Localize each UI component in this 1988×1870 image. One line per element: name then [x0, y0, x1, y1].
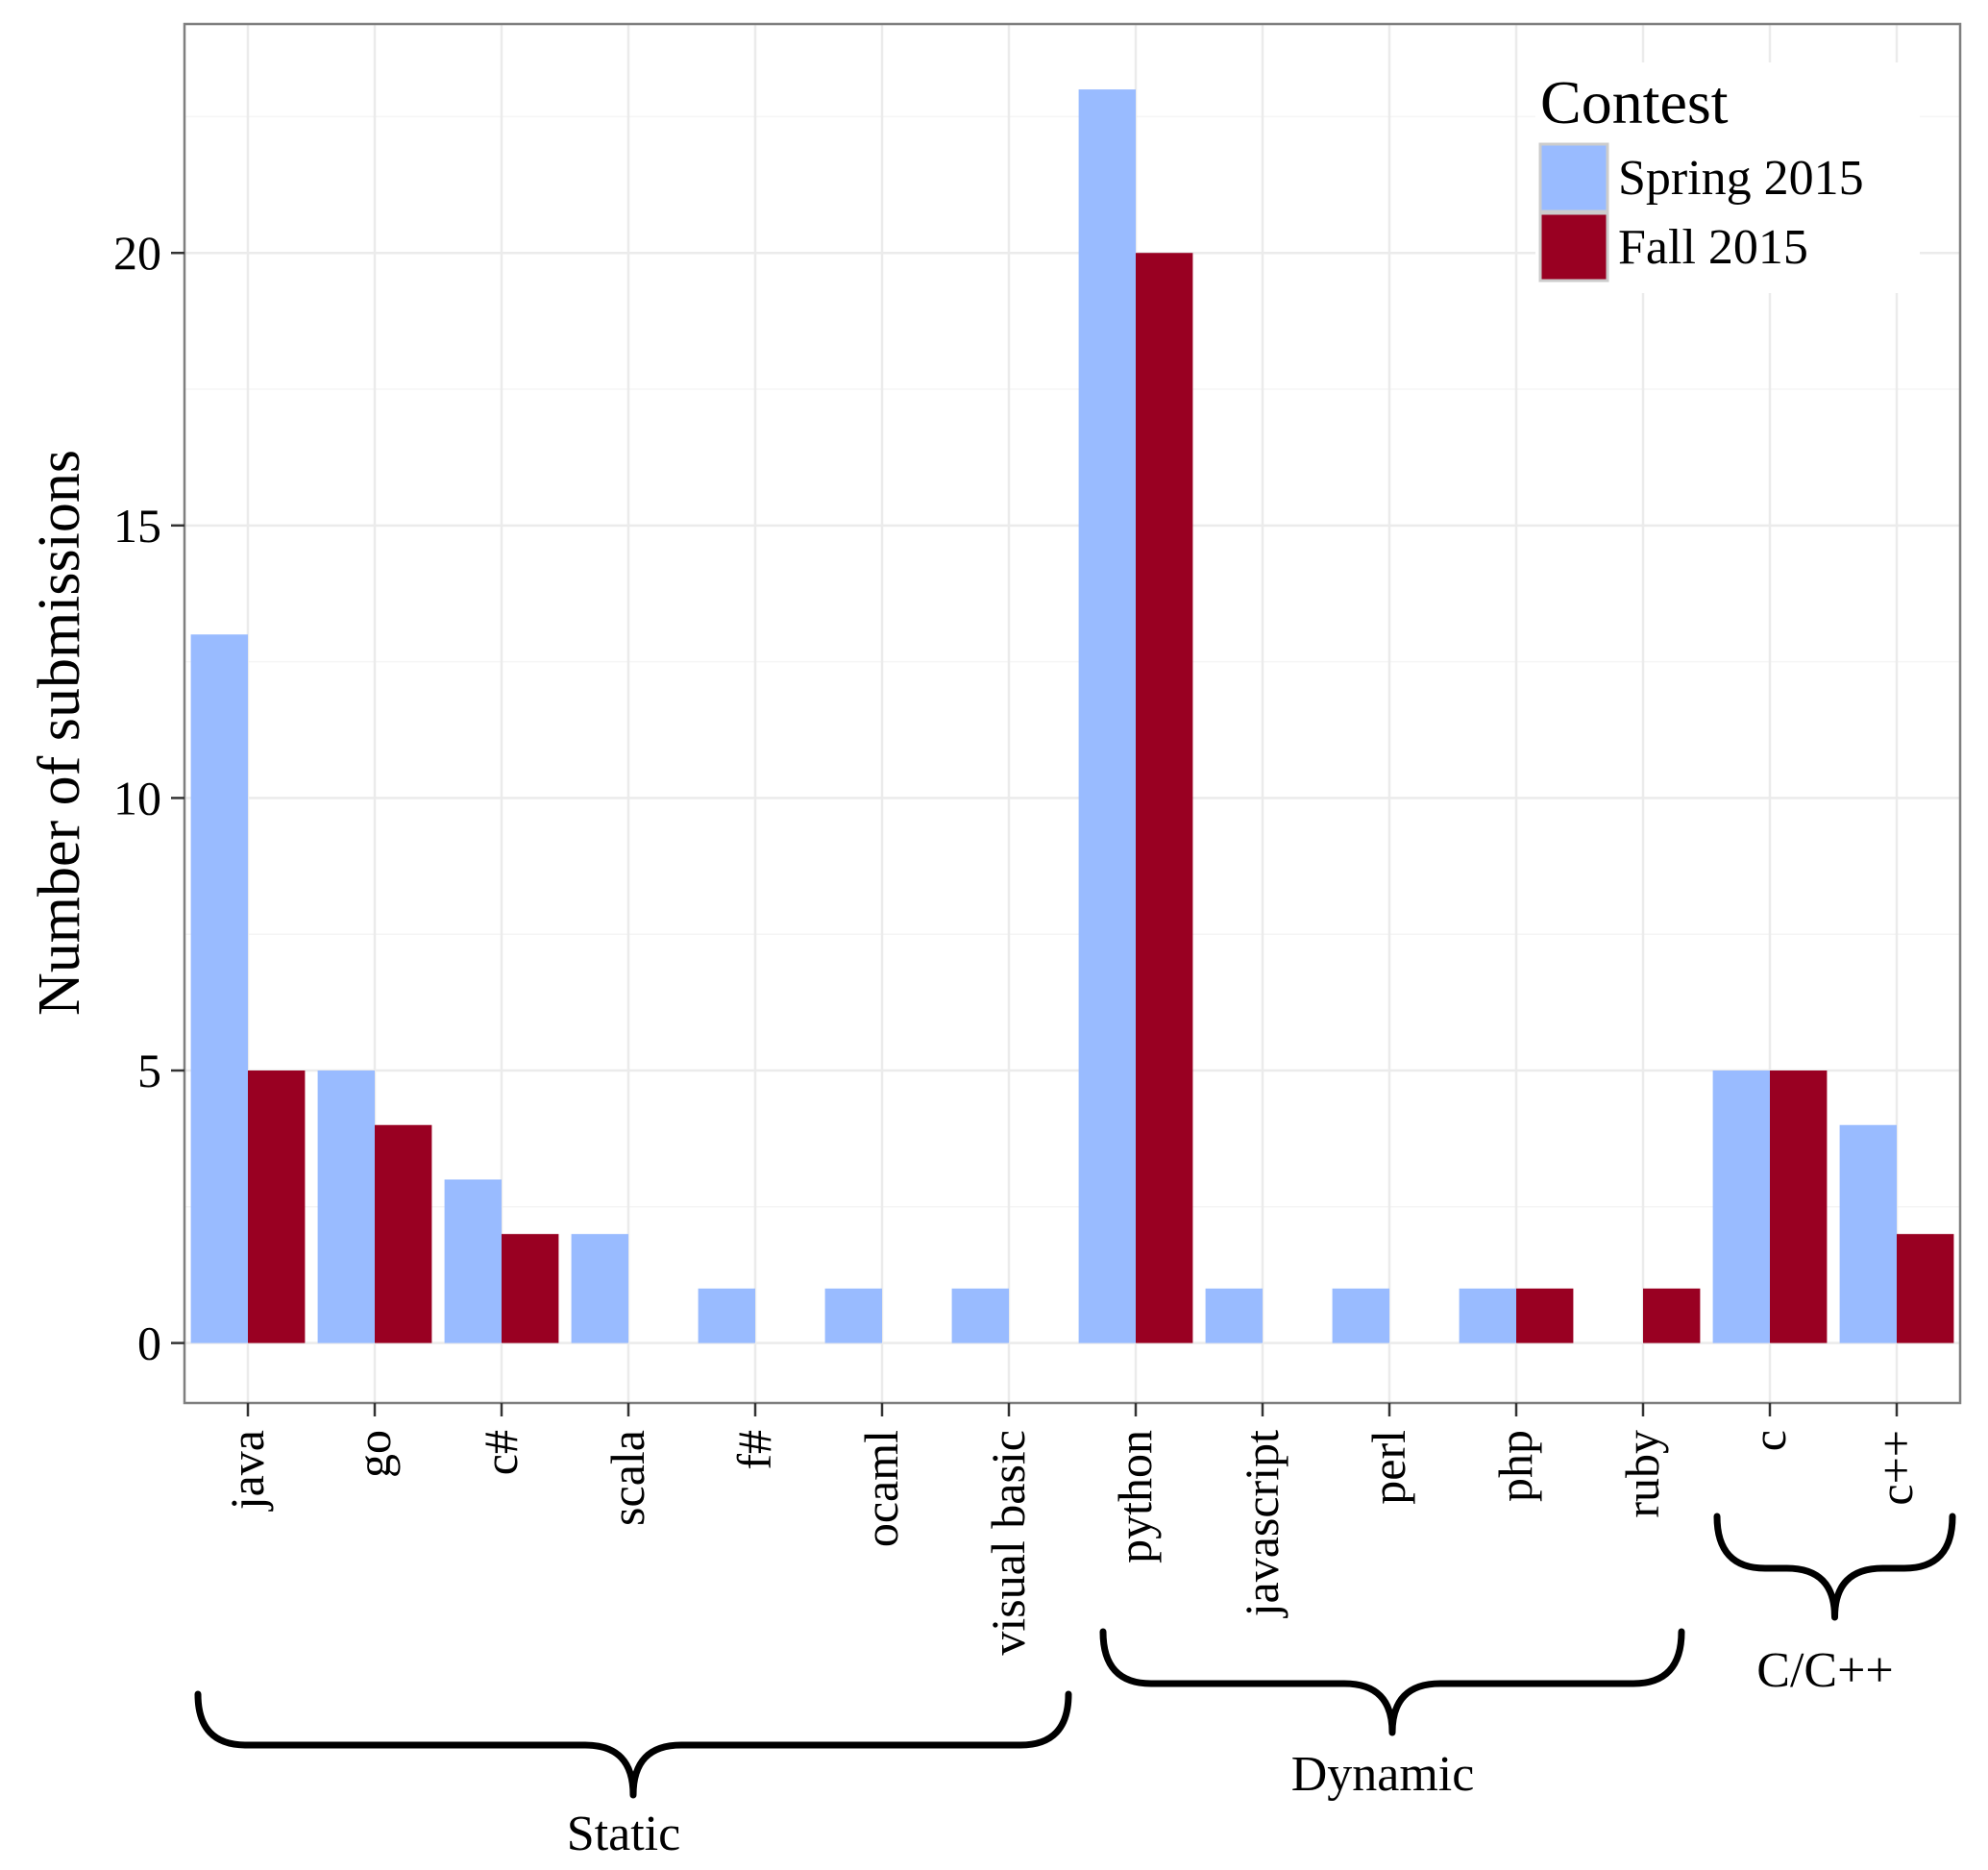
x-tick-label: c#: [474, 1430, 528, 1475]
bar-spring-python: [1078, 89, 1136, 1343]
y-tick-label: 15: [113, 499, 161, 553]
y-tick-label: 5: [137, 1044, 161, 1097]
bar-fall-go: [375, 1124, 432, 1343]
x-axis: java go c# scala f# ocaml visual basic python ja…: [220, 1403, 1923, 1656]
x-tick-label: ruby: [1615, 1430, 1669, 1518]
bar-spring-php: [1459, 1288, 1516, 1343]
bar-spring-perl: [1332, 1288, 1389, 1343]
x-tick-label: javascript: [1235, 1430, 1289, 1618]
brace-dynamic: [1099, 1628, 1685, 1736]
x-tick-label: visual basic: [981, 1430, 1035, 1656]
bar-fall-c-: [1897, 1234, 1954, 1343]
category-group-braces: Static Dynamic C/C++: [194, 1513, 1956, 1861]
x-tick-label: python: [1108, 1430, 1162, 1563]
bar-spring-scala: [571, 1234, 628, 1343]
x-tick-label: perl: [1362, 1430, 1415, 1505]
x-tick-label: scala: [601, 1430, 654, 1526]
bar-fall-php: [1516, 1288, 1574, 1343]
y-tick-label: 0: [137, 1316, 161, 1370]
legend-title: Contest: [1540, 68, 1729, 136]
bar-spring-f-: [698, 1288, 755, 1343]
bar-spring-visual-basic: [951, 1288, 1009, 1343]
y-tick-label: 20: [113, 226, 161, 280]
brace-static: [194, 1690, 1072, 1799]
group-label: C/C++: [1756, 1643, 1893, 1698]
x-tick-label: ocaml: [854, 1430, 908, 1547]
group-label: Dynamic: [1291, 1747, 1475, 1802]
legend: Contest Spring 2015 Fall 2015: [1535, 62, 1920, 293]
panel-border: [183, 22, 1962, 1405]
x-tick-label: go: [347, 1430, 401, 1478]
x-tick-label: php: [1488, 1430, 1542, 1502]
x-tick-label: c: [1742, 1430, 1796, 1451]
group-label: Static: [567, 1807, 680, 1861]
bar-spring-java: [190, 634, 248, 1343]
bar-spring-ocaml: [824, 1288, 882, 1343]
y-axis-label: Number of submissions: [27, 450, 92, 1016]
legend-label: Spring 2015: [1618, 151, 1864, 206]
bar-spring-go: [317, 1070, 375, 1343]
x-tick-label: c++: [1869, 1430, 1923, 1506]
legend-label: Fall 2015: [1618, 220, 1808, 275]
bar-fall-c-: [502, 1234, 559, 1343]
bar-fall-java: [248, 1070, 306, 1343]
bar-spring-javascript: [1205, 1288, 1263, 1343]
x-tick-label: java: [220, 1430, 274, 1512]
bar-spring-c-: [444, 1179, 502, 1343]
bar-spring-c-: [1839, 1124, 1897, 1343]
bar-fall-python: [1136, 253, 1193, 1343]
brace-c-c-: [1713, 1513, 1956, 1621]
legend-key: [1538, 211, 1609, 283]
bar-fall-ruby: [1643, 1288, 1701, 1343]
x-tick-label: f#: [727, 1430, 781, 1470]
y-axis: 0 5 10 15 20: [113, 226, 184, 1370]
legend-key: [1538, 142, 1609, 213]
bar-fall-c: [1770, 1070, 1828, 1343]
bars: [190, 89, 1954, 1343]
y-tick-label: 10: [113, 771, 161, 824]
bar-spring-c: [1712, 1070, 1770, 1343]
